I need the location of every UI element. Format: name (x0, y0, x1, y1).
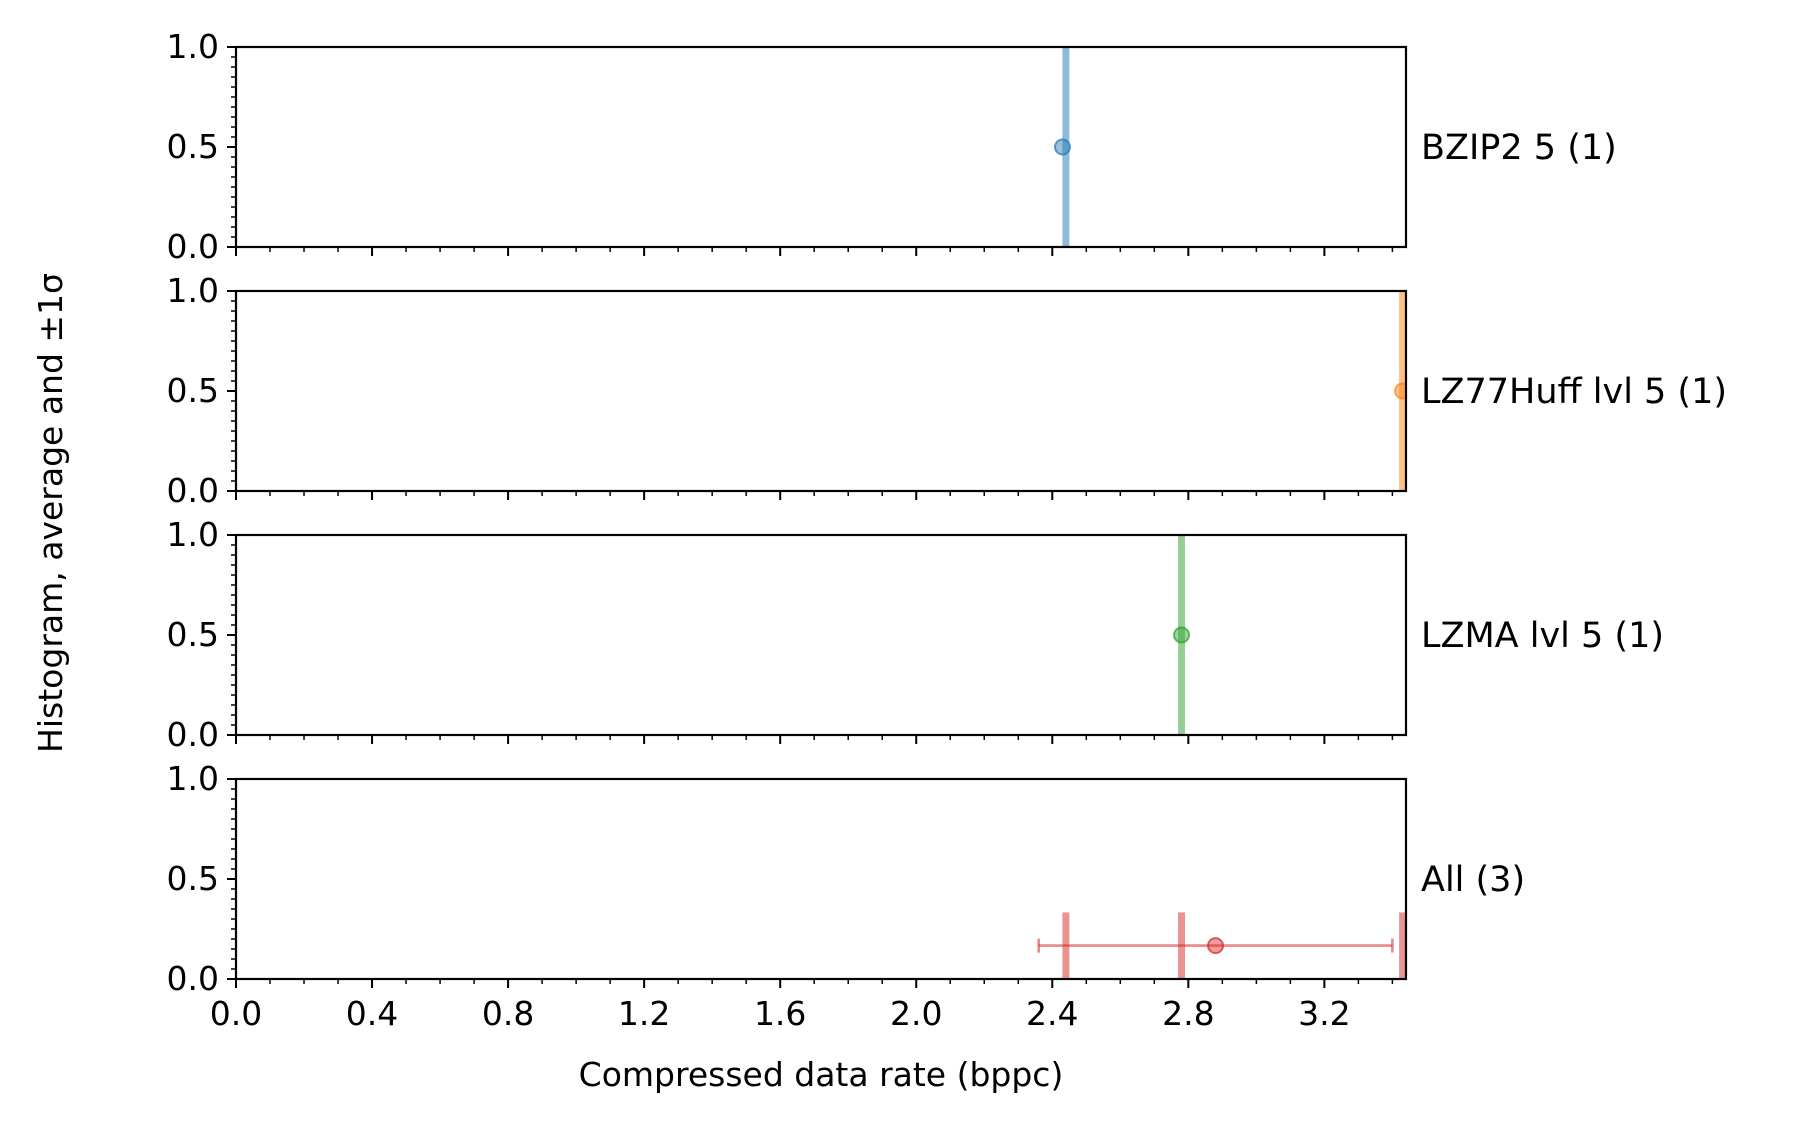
panel-label: LZ77Huff lvl 5 (1) (1421, 372, 1727, 412)
average-marker (1394, 382, 1406, 400)
panels: 0.0 0.5 1.0 BZIP2 5 (1) 0.0 0.5 1.0 LZ77Huff lv… (167, 27, 1728, 1033)
panel-label: LZMA lvl 5 (1) (1421, 616, 1664, 656)
y-axis-label: Histogram, average and ±1σ (31, 273, 70, 753)
histogram-bar (1062, 47, 1070, 247)
average-marker (1053, 138, 1071, 156)
y-tick-label: 1.0 (167, 515, 219, 554)
x-tick-label: 2.4 (1026, 994, 1078, 1033)
y-tick-label: 1.0 (167, 27, 219, 66)
panel-1: 0.0 0.5 1.0 LZ77Huff lvl 5 (1) (167, 271, 1728, 510)
x-tick-label: 1.2 (618, 994, 670, 1033)
histogram-bar (1399, 912, 1406, 979)
y-tick-label: 0.5 (167, 615, 219, 654)
panel-frame (234, 45, 1408, 249)
y-tick-label: 1.0 (167, 271, 219, 310)
panel-label: BZIP2 5 (1) (1421, 128, 1617, 168)
panel-0: 0.0 0.5 1.0 BZIP2 5 (1) (167, 27, 1617, 266)
x-axis-label: Compressed data rate (bppc) (579, 1055, 1064, 1094)
average-marker (1173, 626, 1191, 644)
panel-label: All (3) (1421, 860, 1525, 900)
y-tick-label: 1.0 (167, 759, 219, 798)
x-tick-label: 0.0 (210, 994, 262, 1033)
x-tick-label: 1.6 (754, 994, 806, 1033)
x-tick-label: 0.4 (346, 994, 398, 1033)
histogram-bar (1399, 291, 1406, 491)
panel-frame (234, 289, 1408, 493)
x-tick-label: 3.2 (1298, 994, 1350, 1033)
y-tick-label: 0.5 (167, 371, 219, 410)
y-tick-label: 0.0 (167, 471, 219, 510)
histogram-bar (1178, 535, 1186, 735)
y-tick-label: 0.5 (167, 127, 219, 166)
x-tick-label: 2.0 (890, 994, 942, 1033)
x-tick-label: 0.8 (482, 994, 534, 1033)
panel-frame (234, 777, 1408, 981)
panel-frame (234, 533, 1408, 737)
y-tick-label: 0.0 (167, 959, 219, 998)
y-tick-label: 0.0 (167, 715, 219, 754)
y-tick-label: 0.5 (167, 859, 219, 898)
panel-plot-area (1037, 912, 1406, 979)
average-marker (1207, 937, 1225, 955)
panel-plot-area (1053, 47, 1071, 247)
y-tick-label: 0.0 (167, 227, 219, 266)
panel-plot-area (1173, 535, 1191, 735)
panel-3: 0.0 0.5 1.0 All (3) (167, 759, 1526, 998)
panel-plot-area (1394, 291, 1406, 491)
panel-2: 0.0 0.5 1.0 LZMA lvl 5 (1) (167, 515, 1665, 754)
x-tick-label: 2.8 (1162, 994, 1214, 1033)
